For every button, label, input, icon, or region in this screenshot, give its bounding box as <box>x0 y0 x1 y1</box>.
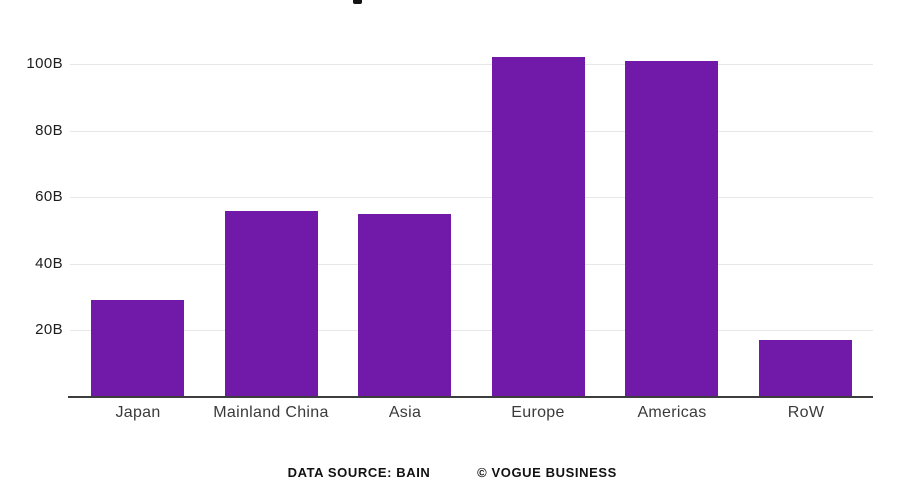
x-category-label: RoW <box>787 404 825 421</box>
gridline-80B <box>70 131 873 132</box>
data-source-label: DATA SOURCE: BAIN <box>287 465 431 480</box>
bar-japan <box>91 300 184 397</box>
bar-asia <box>358 214 451 397</box>
x-category-label: Mainland China <box>213 404 329 421</box>
x-category-label: Asia <box>388 404 422 421</box>
bar-europe <box>492 57 585 397</box>
y-tick-label: 100B <box>26 55 63 72</box>
gridline-20B <box>70 330 873 331</box>
gridline-60B <box>70 197 873 198</box>
x-category-label: Americas <box>637 404 707 421</box>
y-tick-label: 40B <box>35 255 63 272</box>
cropped-title-fragment <box>353 0 362 4</box>
bar-americas <box>625 61 718 397</box>
x-category-label: Japan <box>115 404 161 421</box>
y-tick-label: 60B <box>35 188 63 205</box>
gridline-100B <box>70 64 873 65</box>
x-axis-line <box>68 396 873 398</box>
bar-row <box>759 340 852 397</box>
copyright-credit-label: © VOGUE BUSINESS <box>477 465 617 480</box>
footer: DATA SOURCE: BAIN © VOGUE BUSINESS <box>0 465 900 481</box>
gridline-40B <box>70 264 873 265</box>
bar-mainland-china <box>225 211 318 397</box>
x-category-label: Europe <box>511 404 565 421</box>
y-tick-label: 20B <box>35 321 63 338</box>
y-tick-label: 80B <box>35 122 63 139</box>
